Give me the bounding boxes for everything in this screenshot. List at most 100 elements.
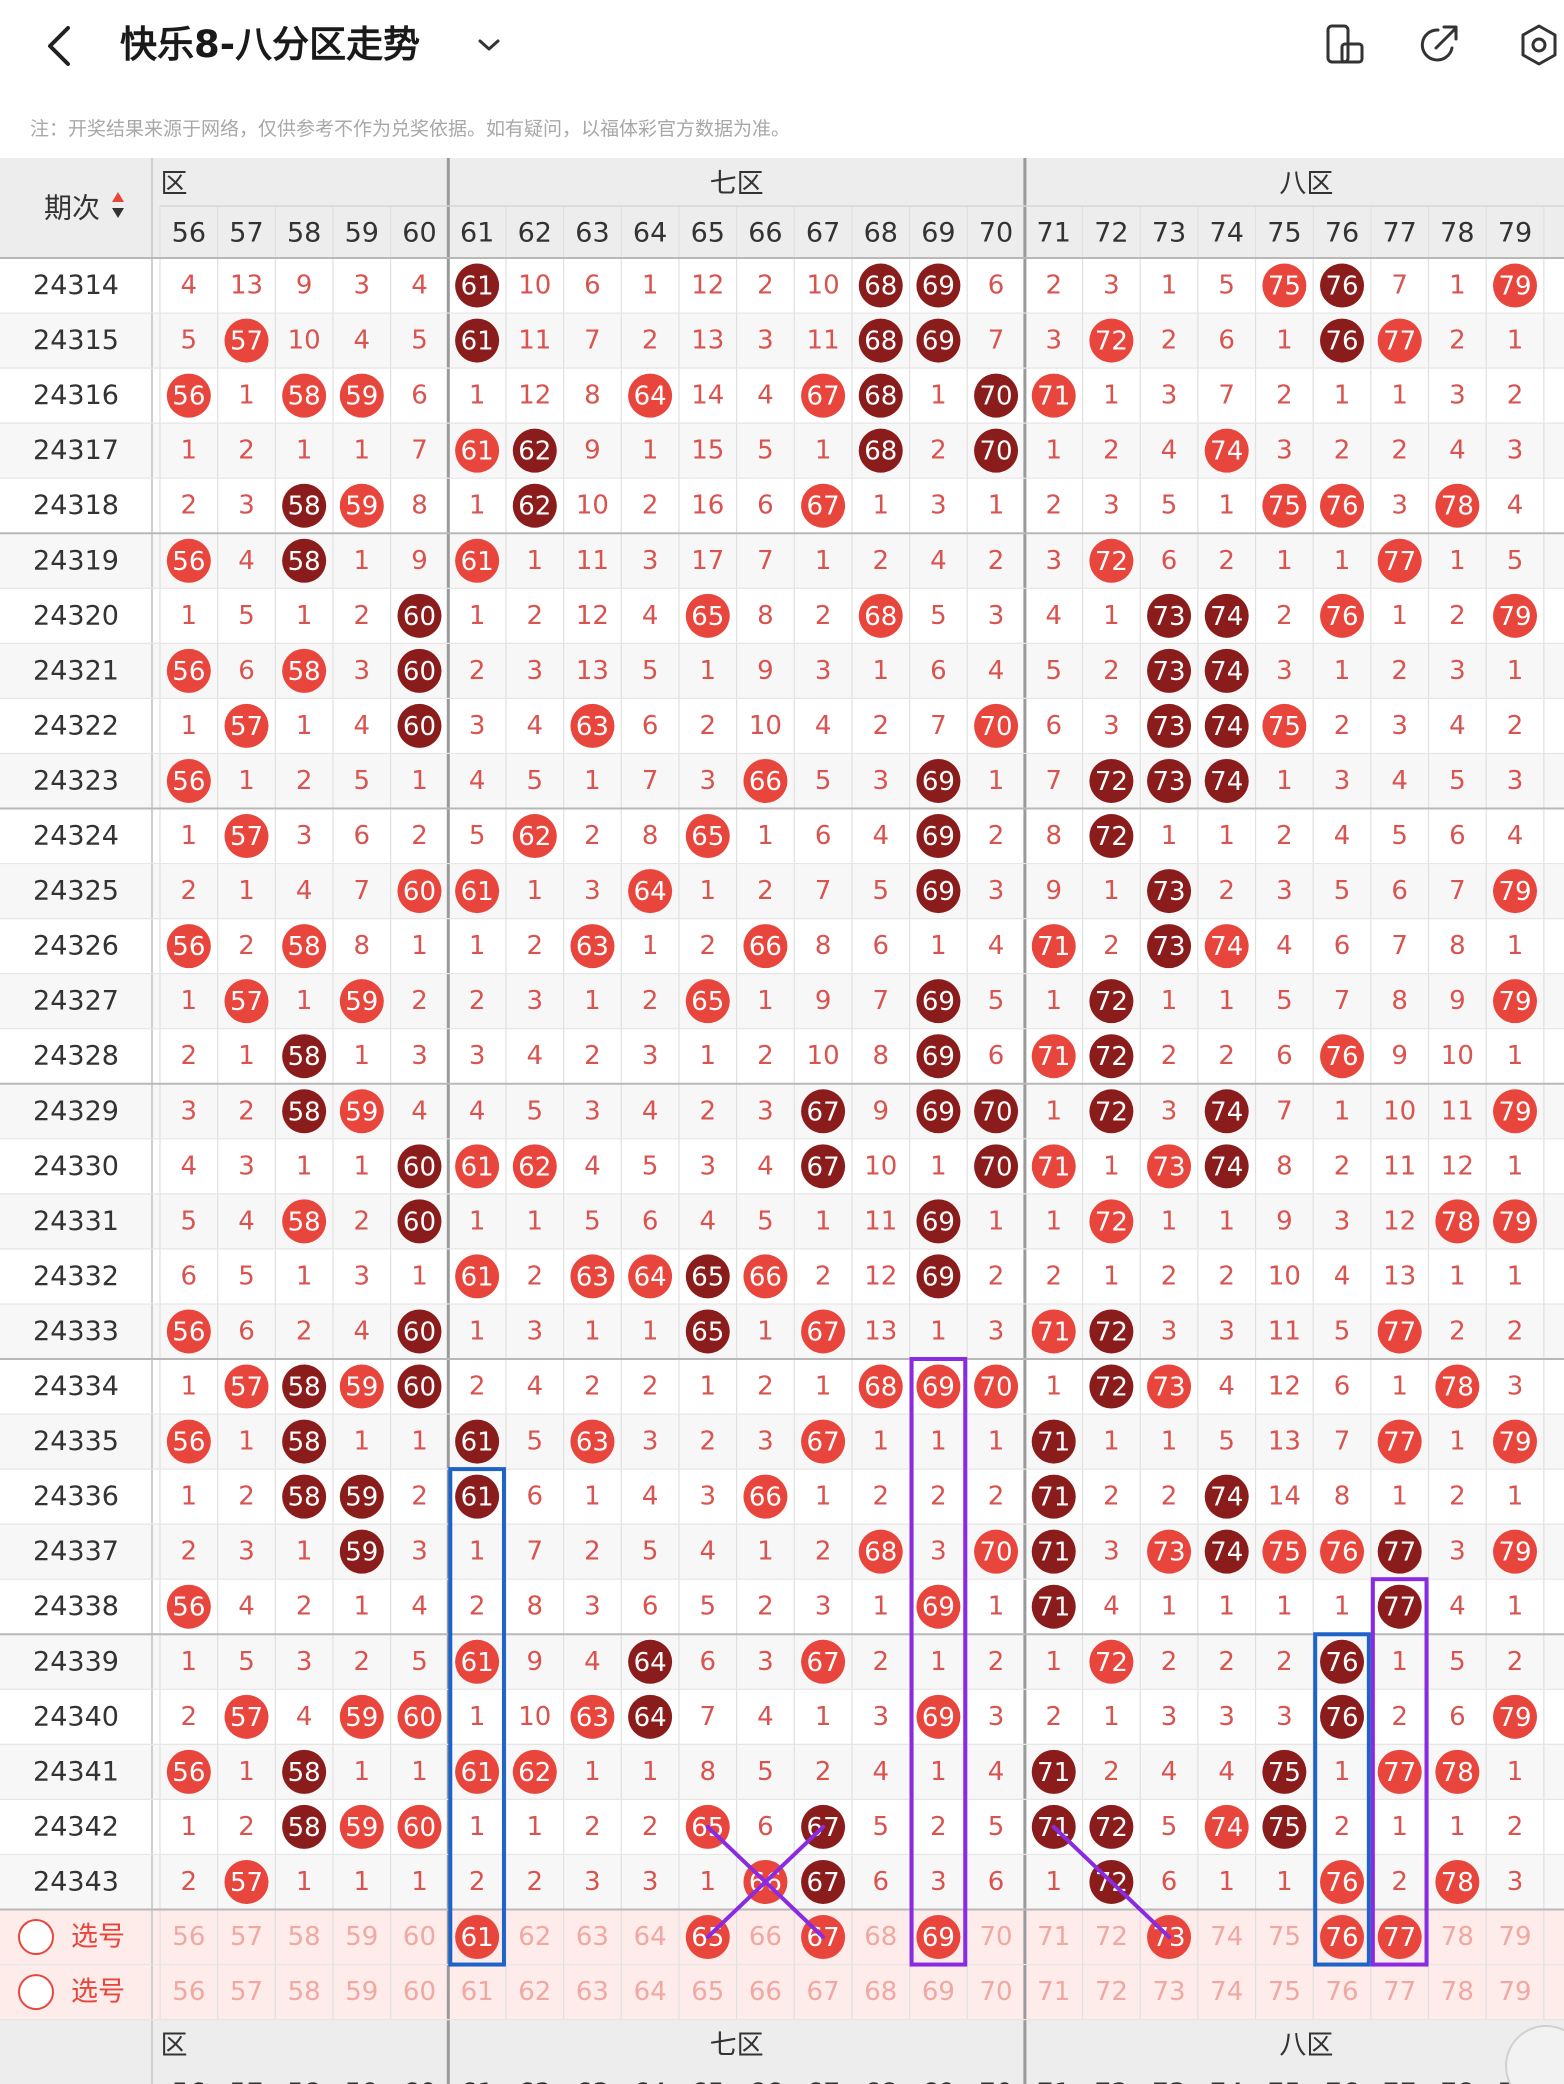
drawn-number-ball[interactable] [1262, 263, 1307, 308]
drawn-number-ball[interactable] [685, 1254, 730, 1299]
drawn-number-ball[interactable] [1204, 758, 1249, 803]
drawn-number-ball[interactable] [1031, 1144, 1076, 1189]
expand-icon[interactable] [1502, 2022, 1564, 2084]
share-arrow-icon[interactable] [1416, 22, 1462, 68]
drawn-number-ball[interactable] [1493, 1694, 1538, 1739]
drawn-number-ball[interactable] [1031, 373, 1076, 418]
drawn-number-ball[interactable] [397, 648, 442, 693]
drawn-number-ball[interactable] [224, 1364, 269, 1409]
drawn-number-ball[interactable] [1031, 1309, 1076, 1354]
drawn-number-ball[interactable] [1147, 924, 1192, 969]
drawn-number-ball[interactable] [1147, 1144, 1192, 1189]
trend-table[interactable]: 区区七区 七区 八区 八区 期次 56 57 58 59 60 61 62 63 64 65 66 67 68 69… [0, 158, 1564, 2084]
drawn-number-ball[interactable] [455, 1254, 500, 1299]
drawn-number-ball[interactable] [974, 373, 1019, 418]
drawn-number-ball[interactable] [858, 318, 903, 363]
drawn-number-ball[interactable] [166, 1419, 211, 1464]
drawn-number-ball[interactable] [743, 758, 788, 803]
drawn-number-ball[interactable] [1089, 758, 1134, 803]
drawn-number-ball[interactable] [801, 1309, 846, 1354]
drawn-number-ball[interactable] [455, 869, 500, 914]
drawn-number-ball[interactable] [685, 1309, 730, 1354]
picked-number-ball[interactable] [916, 1915, 961, 1960]
drawn-number-ball[interactable] [512, 814, 557, 859]
drawn-number-ball[interactable] [1320, 1529, 1365, 1574]
drawn-number-ball[interactable] [1493, 979, 1538, 1024]
annotation-box-77[interactable] [1370, 1577, 1429, 1967]
drawn-number-ball[interactable] [282, 1034, 327, 1079]
drawn-number-ball[interactable] [339, 979, 384, 1024]
drawn-number-ball[interactable] [1204, 1529, 1249, 1574]
drawn-number-ball[interactable] [1262, 483, 1307, 528]
drawn-number-ball[interactable] [1089, 979, 1134, 1024]
drawn-number-ball[interactable] [1089, 1199, 1134, 1244]
drawn-number-ball[interactable] [974, 428, 1019, 473]
annotation-box-61[interactable] [448, 1467, 506, 1967]
drawn-number-ball[interactable] [1377, 1309, 1422, 1354]
drawn-number-ball[interactable] [282, 1199, 327, 1244]
drawn-number-ball[interactable] [339, 483, 384, 528]
drawn-number-ball[interactable] [1147, 869, 1192, 914]
drawn-number-ball[interactable] [570, 1254, 615, 1299]
drawn-number-ball[interactable] [916, 758, 961, 803]
drawn-number-ball[interactable] [1377, 1529, 1422, 1574]
drawn-number-ball[interactable] [916, 1089, 961, 1134]
drawn-number-ball[interactable] [397, 869, 442, 914]
drawn-number-ball[interactable] [1493, 869, 1538, 914]
drawn-number-ball[interactable] [974, 1089, 1019, 1134]
drawn-number-ball[interactable] [1031, 1749, 1076, 1794]
select-radio[interactable] [18, 1919, 54, 1956]
drawn-number-ball[interactable] [801, 373, 846, 418]
drawn-number-ball[interactable] [1262, 1804, 1307, 1849]
drawn-number-ball[interactable] [1089, 1804, 1134, 1849]
drawn-number-ball[interactable] [1435, 483, 1480, 528]
drawn-number-ball[interactable] [1493, 263, 1538, 308]
drawn-number-ball[interactable] [1204, 924, 1249, 969]
drawn-number-ball[interactable] [974, 1529, 1019, 1574]
drawn-number-ball[interactable] [1147, 1529, 1192, 1574]
drawn-number-ball[interactable] [916, 1199, 961, 1244]
drawn-number-ball[interactable] [339, 1529, 384, 1574]
drawn-number-ball[interactable] [166, 373, 211, 418]
drawn-number-ball[interactable] [1147, 703, 1192, 748]
drawn-number-ball[interactable] [801, 1639, 846, 1684]
drawn-number-ball[interactable] [916, 1364, 961, 1409]
drawn-number-ball[interactable] [1147, 593, 1192, 638]
drawn-number-ball[interactable] [1031, 1034, 1076, 1079]
drawn-number-ball[interactable] [1031, 1419, 1076, 1464]
drawn-number-ball[interactable] [1320, 1639, 1365, 1684]
drawn-number-ball[interactable] [974, 1364, 1019, 1409]
drawn-number-ball[interactable] [1435, 1199, 1480, 1244]
drawn-number-ball[interactable] [743, 924, 788, 969]
drawn-number-ball[interactable] [512, 428, 557, 473]
chevron-down-icon[interactable] [474, 30, 504, 60]
drawn-number-ball[interactable] [685, 814, 730, 859]
rotate-phone-icon[interactable] [1322, 22, 1368, 68]
drawn-number-ball[interactable] [282, 1749, 327, 1794]
drawn-number-ball[interactable] [743, 1254, 788, 1299]
picked-number-ball[interactable] [1320, 1915, 1365, 1960]
drawn-number-ball[interactable] [916, 814, 961, 859]
drawn-number-ball[interactable] [282, 1474, 327, 1519]
drawn-number-ball[interactable] [224, 1694, 269, 1739]
drawn-number-ball[interactable] [1089, 1364, 1134, 1409]
drawn-number-ball[interactable] [858, 373, 903, 418]
drawn-number-ball[interactable] [1147, 758, 1192, 803]
drawn-number-ball[interactable] [801, 483, 846, 528]
sort-desc-icon[interactable] [112, 208, 124, 218]
gear-icon[interactable] [1516, 22, 1562, 68]
drawn-number-ball[interactable] [1147, 1364, 1192, 1409]
drawn-number-ball[interactable] [166, 648, 211, 693]
drawn-number-ball[interactable] [1089, 1309, 1134, 1354]
drawn-number-ball[interactable] [1089, 1089, 1134, 1134]
chevron-left-icon[interactable] [40, 22, 80, 70]
drawn-number-ball[interactable] [339, 1364, 384, 1409]
drawn-number-ball[interactable] [339, 1089, 384, 1134]
drawn-number-ball[interactable] [1204, 1474, 1249, 1519]
drawn-number-ball[interactable] [1377, 1584, 1422, 1629]
drawn-number-ball[interactable] [858, 263, 903, 308]
drawn-number-ball[interactable] [1493, 1419, 1538, 1464]
drawn-number-ball[interactable] [974, 703, 1019, 748]
drawn-number-ball[interactable] [1147, 648, 1192, 693]
drawn-number-ball[interactable] [1493, 1089, 1538, 1134]
